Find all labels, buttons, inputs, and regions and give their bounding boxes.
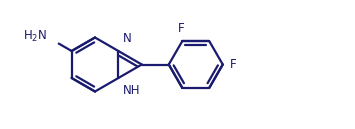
Text: N: N: [122, 33, 131, 46]
Text: H$_2$N: H$_2$N: [23, 29, 47, 44]
Text: F: F: [178, 22, 185, 35]
Text: F: F: [230, 58, 236, 71]
Text: NH: NH: [122, 83, 140, 96]
